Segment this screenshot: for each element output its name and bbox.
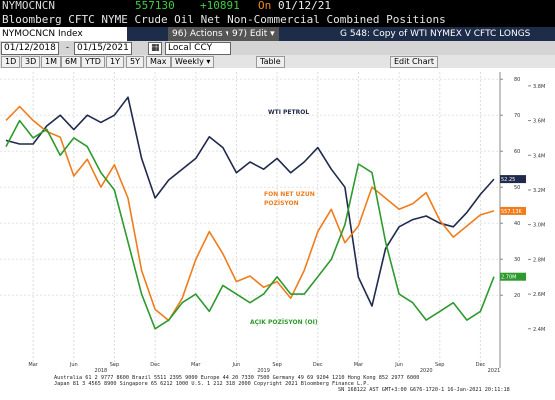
chart-name: G 548: Copy of WTI NYMEX V CFTC LONGS xyxy=(340,29,531,39)
x-tick-label: Jun xyxy=(394,362,403,368)
x-year-label: 2020 xyxy=(420,368,433,374)
title: Bloomberg CFTC NYME Crude Oil Net Non-Co… xyxy=(2,13,446,26)
y-tick-label: 50 xyxy=(514,185,520,191)
last-value-label: 557.13K xyxy=(501,209,522,215)
period-button[interactable]: Max xyxy=(146,56,171,68)
ticker: NYMOCNCN xyxy=(2,0,55,12)
last-value: 557130 xyxy=(135,0,175,12)
x-year-label: 2021 xyxy=(488,368,501,374)
y2-tick-label: 3.8M xyxy=(533,84,545,90)
last-value-label: 52.25 xyxy=(501,177,515,183)
actions-text: 96) Actions xyxy=(172,29,223,39)
table-button[interactable]: Table xyxy=(256,56,285,68)
date-dash: - xyxy=(66,42,69,52)
last-value-label: 2.70M xyxy=(501,275,516,281)
y2-tick-label: 3.0M xyxy=(533,223,545,229)
period-button[interactable]: 1M xyxy=(41,56,61,68)
command-bar: NYMOCNCN Index 96) Actions ▾ 97) Edit ▾ … xyxy=(0,27,555,41)
edit-chart-button[interactable]: Edit Chart xyxy=(390,56,439,68)
frequency-select[interactable]: Weekly ▾ xyxy=(171,56,215,68)
edit-menu[interactable]: 97) Edit ▾ xyxy=(228,27,279,41)
period-button[interactable]: YTD xyxy=(81,56,105,68)
security-field[interactable]: NYMOCNCN Index xyxy=(0,27,127,41)
quote-bar: NYMOCNCN 557130 +10891 On 01/12/21 xyxy=(0,0,555,12)
y-tick-label: 40 xyxy=(514,221,520,227)
series-label: AÇIK POZİSYON (OI) xyxy=(250,319,318,326)
x-year-label: 2019 xyxy=(257,368,270,374)
change: +10891 xyxy=(200,0,240,12)
series-label: WTI PETROL xyxy=(268,109,309,116)
x-tick-label: Mar xyxy=(191,362,201,368)
y-tick-label: 80 xyxy=(514,77,520,83)
period-button[interactable]: 1D xyxy=(1,56,21,68)
footer-line: Australia 61 2 9777 8600 Brazil 5511 239… xyxy=(54,375,419,381)
x-tick-label: Mar xyxy=(354,362,364,368)
period-button[interactable]: 5Y xyxy=(126,56,144,68)
x-tick-label: Dec xyxy=(476,362,486,368)
y2-tick-label: 3.6M xyxy=(533,119,545,125)
y-tick-label: 30 xyxy=(514,257,520,263)
date-bar: 01/12/2018 - 01/15/2021 ▦ Local CCY xyxy=(0,41,555,55)
last-value-badge xyxy=(500,175,526,184)
footer-line: SN 168122 AST GMT+3:00 G676-1720-1 16-Ja… xyxy=(338,387,510,393)
quote-date: 01/12/21 xyxy=(278,0,331,12)
y2-tick-label: 3.2M xyxy=(533,188,545,194)
title-bar: Bloomberg CFTC NYME Crude Oil Net Non-Co… xyxy=(0,12,555,27)
series-line xyxy=(5,119,495,330)
x-tick-label: Jun xyxy=(69,362,78,368)
chart: Mar Jun Sep Dec Mar Jun Sep Dec Mar Jun Sep Dec 2018… xyxy=(0,68,545,393)
x-tick-label: Sep xyxy=(435,362,444,368)
y2-tick-label: 3.4M xyxy=(533,153,545,159)
x-year-label: 2018 xyxy=(95,368,108,374)
last-value-badge xyxy=(500,206,526,215)
x-tick-label: Jun xyxy=(232,362,241,368)
footer-line: Japan 81 3 4565 8900 Singapore 65 6212 1… xyxy=(54,381,369,387)
period-bar: Table Edit Chart 1D 3D 1M 6M YTD 1Y 5Y Max Weekl… xyxy=(0,55,555,68)
y2-tick-label: 2.8M xyxy=(533,257,545,263)
period-button[interactable]: 3D xyxy=(21,56,41,68)
end-date[interactable]: 01/15/2021 xyxy=(74,42,132,55)
series-line xyxy=(5,105,495,322)
y-tick-label: 60 xyxy=(514,149,520,155)
on-label: On xyxy=(258,0,272,12)
actions-menu[interactable]: 96) Actions ▾ xyxy=(168,27,235,41)
y-tick-label: 70 xyxy=(514,113,520,119)
x-tick-label: Mar xyxy=(28,362,38,368)
period-button[interactable]: 1Y xyxy=(106,56,124,68)
edit-text: 97) Edit xyxy=(232,29,268,39)
y2-tick-label: 2.6M xyxy=(533,292,545,298)
x-tick-label: Sep xyxy=(272,362,281,368)
y-tick-label: 20 xyxy=(514,293,520,299)
currency-select[interactable]: Local CCY xyxy=(165,42,231,55)
x-tick-label: Dec xyxy=(150,362,160,368)
x-tick-label: Sep xyxy=(110,362,119,368)
series-label: POZİSYON xyxy=(264,200,299,207)
last-value-badge xyxy=(500,272,526,281)
y2-tick-label: 2.4M xyxy=(533,327,545,333)
x-tick-label: Dec xyxy=(313,362,323,368)
series-label: FON NET UZUN xyxy=(264,191,315,198)
period-button[interactable]: 6M xyxy=(61,56,81,68)
start-date[interactable]: 01/12/2018 xyxy=(1,42,59,55)
calendar-button[interactable]: ▦ xyxy=(148,42,162,55)
series-line xyxy=(5,96,495,307)
